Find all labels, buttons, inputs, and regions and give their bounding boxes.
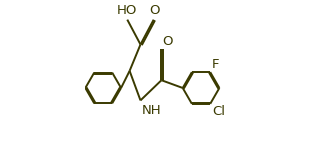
Text: O: O [149, 4, 160, 17]
Text: F: F [212, 58, 220, 70]
Text: NH: NH [141, 103, 161, 116]
Text: Cl: Cl [212, 105, 225, 118]
Text: HO: HO [116, 4, 137, 17]
Text: O: O [162, 35, 173, 48]
